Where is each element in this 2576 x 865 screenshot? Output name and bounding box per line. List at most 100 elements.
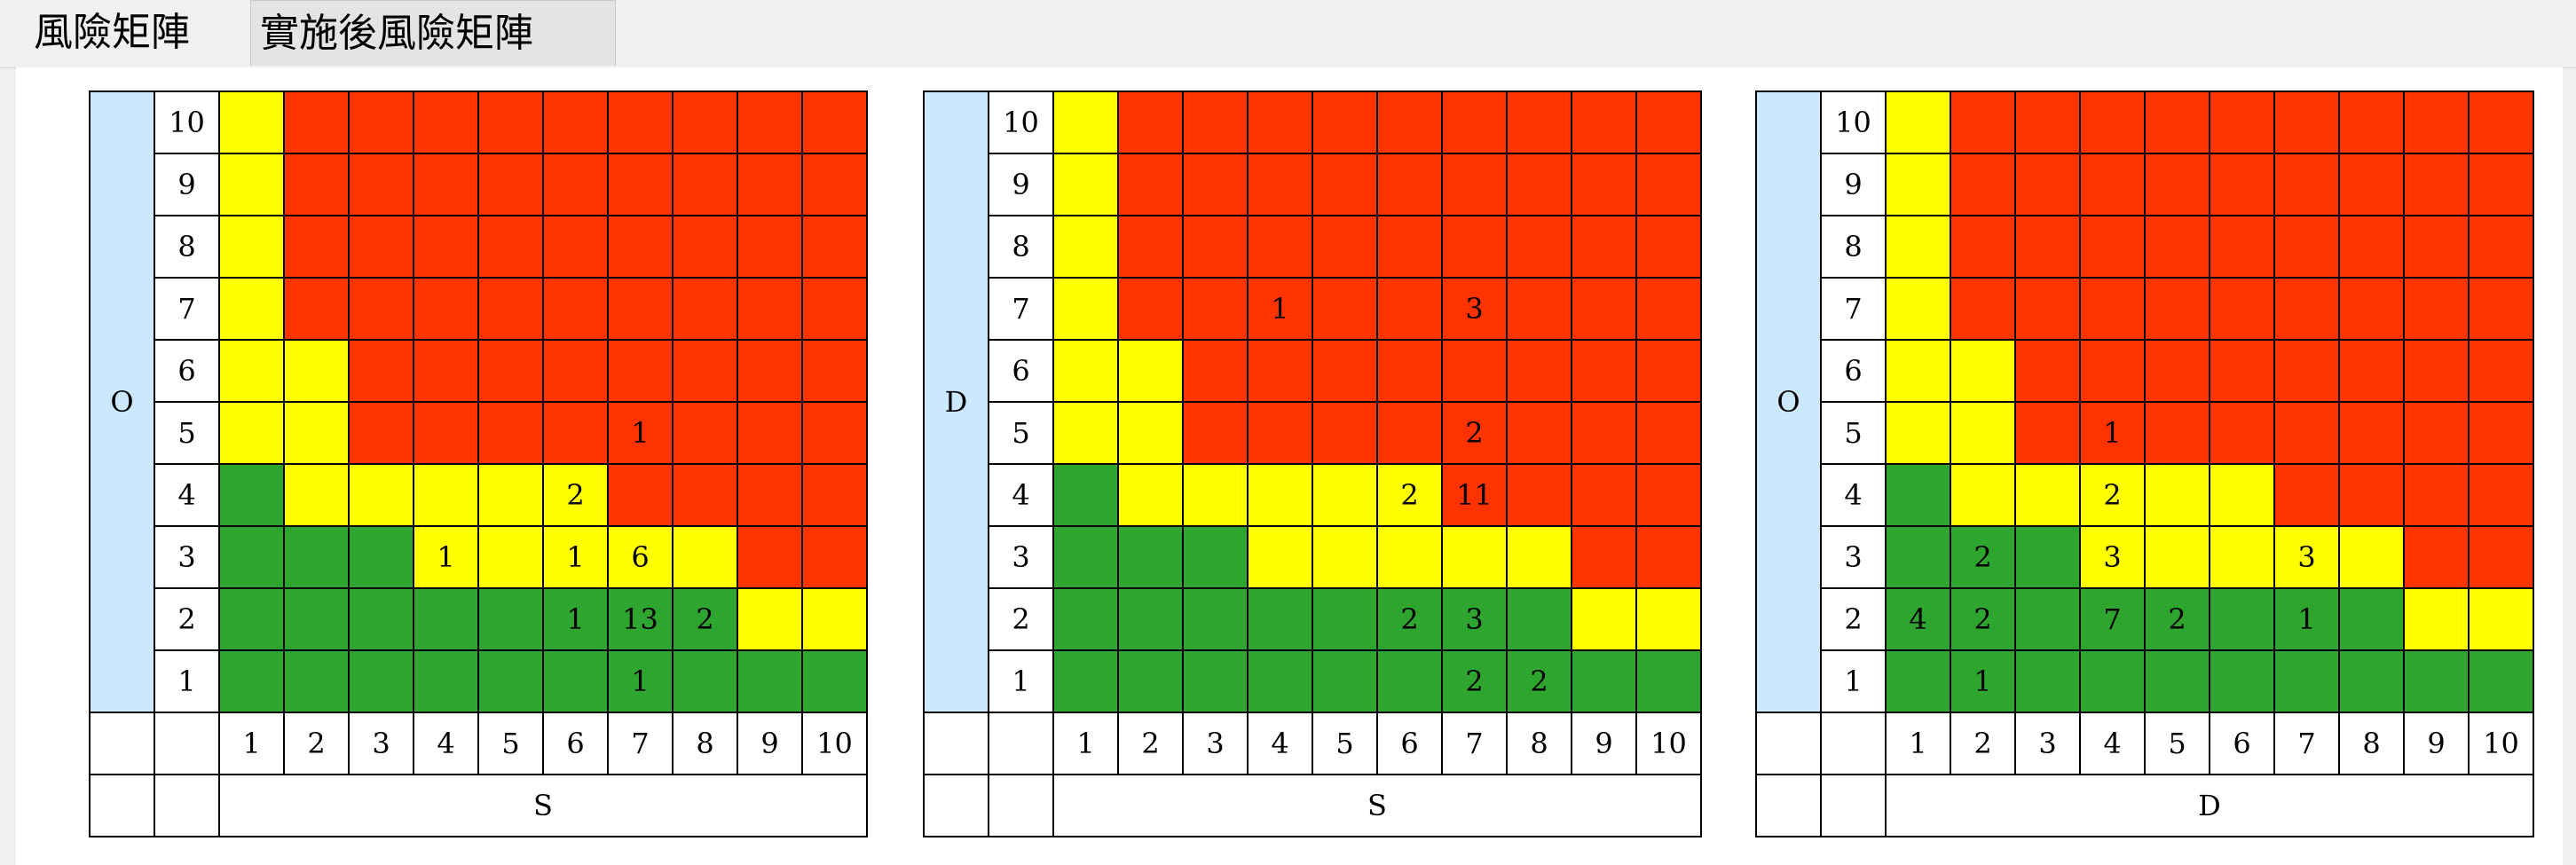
matrix-cell — [1376, 215, 1443, 279]
matrix-cell — [2468, 401, 2534, 465]
x-tick-label: 9 — [2403, 712, 2470, 775]
matrix-cell — [1885, 90, 1951, 154]
matrix-cell — [1950, 401, 2016, 465]
matrix-cell — [1885, 463, 1951, 527]
matrix-cell — [1885, 153, 1951, 216]
matrix-cell — [2014, 463, 2081, 527]
matrix-cell — [801, 215, 868, 279]
matrix-cell — [1635, 277, 1702, 341]
matrix-cell — [1950, 463, 2016, 527]
matrix-cell — [218, 649, 285, 713]
matrix-cell — [283, 401, 350, 465]
matrix-cell — [2209, 153, 2275, 216]
matrix-cell — [1117, 649, 1184, 713]
matrix-cell — [218, 215, 285, 279]
matrix-cell — [542, 649, 609, 713]
corner-cell — [988, 712, 1054, 775]
matrix-cell — [477, 463, 544, 527]
matrix-cell — [218, 587, 285, 651]
matrix-cell — [2209, 463, 2275, 527]
matrix-cell — [1441, 215, 1508, 279]
matrix-cell — [2403, 153, 2470, 216]
matrix-cell — [2403, 401, 2470, 465]
matrix-cell — [218, 463, 285, 527]
matrix-cell — [1635, 525, 1702, 589]
matrix-cell — [2468, 215, 2534, 279]
matrix-cell — [1117, 277, 1184, 341]
matrix-cell — [542, 90, 609, 154]
matrix-cell — [2144, 153, 2210, 216]
y-tick-label: 7 — [1820, 277, 1887, 341]
matrix-cell — [1182, 463, 1249, 527]
matrix-cell — [2403, 463, 2470, 527]
x-tick-label: 9 — [737, 712, 803, 775]
matrix-cell — [1506, 525, 1572, 589]
matrix-cell — [2273, 649, 2340, 713]
matrix-cell: 7 — [2079, 587, 2146, 651]
y-tick-label: 1 — [1820, 649, 1887, 713]
corner-cell — [1820, 774, 1887, 837]
matrix-cell: 2 — [2144, 587, 2210, 651]
matrix-cell — [1247, 401, 1313, 465]
y-tick-label: 10 — [988, 90, 1054, 154]
matrix-cell — [218, 339, 285, 403]
matrix-cell — [1635, 401, 1702, 465]
matrix-cell — [1885, 277, 1951, 341]
matrix-cell — [1441, 153, 1508, 216]
matrix-cell: 2 — [1950, 587, 2016, 651]
matrix-cell — [801, 153, 868, 216]
matrix-cell — [1506, 215, 1572, 279]
tab-risk-matrix[interactable]: 風險矩陣 — [25, 0, 248, 66]
x-tick-label: 6 — [542, 712, 609, 775]
matrix-cell — [348, 153, 414, 216]
y-tick-label: 8 — [1820, 215, 1887, 279]
matrix-cell — [672, 90, 738, 154]
matrix-cell — [283, 153, 350, 216]
matrix-cell — [283, 649, 350, 713]
x-tick-label: 5 — [1312, 712, 1378, 775]
matrix-cell — [2014, 401, 2081, 465]
matrix-cell — [2338, 215, 2405, 279]
matrix-cell — [1885, 215, 1951, 279]
matrix-cell — [1117, 463, 1184, 527]
matrix-cell — [2014, 525, 2081, 589]
matrix-cell: 11 — [1441, 463, 1508, 527]
matrix-cell — [2403, 587, 2470, 651]
matrix-cell — [2079, 90, 2146, 154]
matrix-cell: 1 — [542, 587, 609, 651]
corner-cell — [1755, 712, 1822, 775]
matrix-cell — [1376, 401, 1443, 465]
matrix-cell — [1312, 277, 1378, 341]
matrix-cell — [1441, 525, 1508, 589]
matrix-cell — [672, 463, 738, 527]
matrix-cell — [2014, 587, 2081, 651]
matrix-cell — [1052, 277, 1119, 341]
x-tick-label: 10 — [801, 712, 868, 775]
matrix-cell — [1052, 339, 1119, 403]
matrix-cell — [2468, 649, 2534, 713]
x-axis-label: D — [1885, 774, 2534, 837]
matrix-cell — [2338, 463, 2405, 527]
matrix-cell — [1441, 90, 1508, 154]
matrix-cell — [1950, 90, 2016, 154]
x-tick-label: 4 — [1247, 712, 1313, 775]
matrix-cell — [1441, 339, 1508, 403]
y-axis-label: O — [89, 90, 155, 713]
matrix-cell: 1 — [542, 525, 609, 589]
matrix-cell — [2338, 401, 2405, 465]
matrix-cell — [2144, 339, 2210, 403]
matrix-cell: 3 — [1441, 277, 1508, 341]
matrix-cell — [1376, 339, 1443, 403]
tab-post-implementation-risk-matrix[interactable]: 實施後風險矩陣 — [250, 0, 616, 66]
matrix-cell — [1312, 153, 1378, 216]
matrix-cell — [1571, 153, 1637, 216]
matrix-cell — [1182, 649, 1249, 713]
matrix-cell — [2468, 463, 2534, 527]
matrix-cell — [737, 463, 803, 527]
matrix-cell — [1950, 339, 2016, 403]
matrix-cell — [1312, 215, 1378, 279]
matrix-cell — [1376, 277, 1443, 341]
matrix-cell — [1571, 277, 1637, 341]
matrix-cell — [1182, 153, 1249, 216]
matrix-cell — [477, 401, 544, 465]
